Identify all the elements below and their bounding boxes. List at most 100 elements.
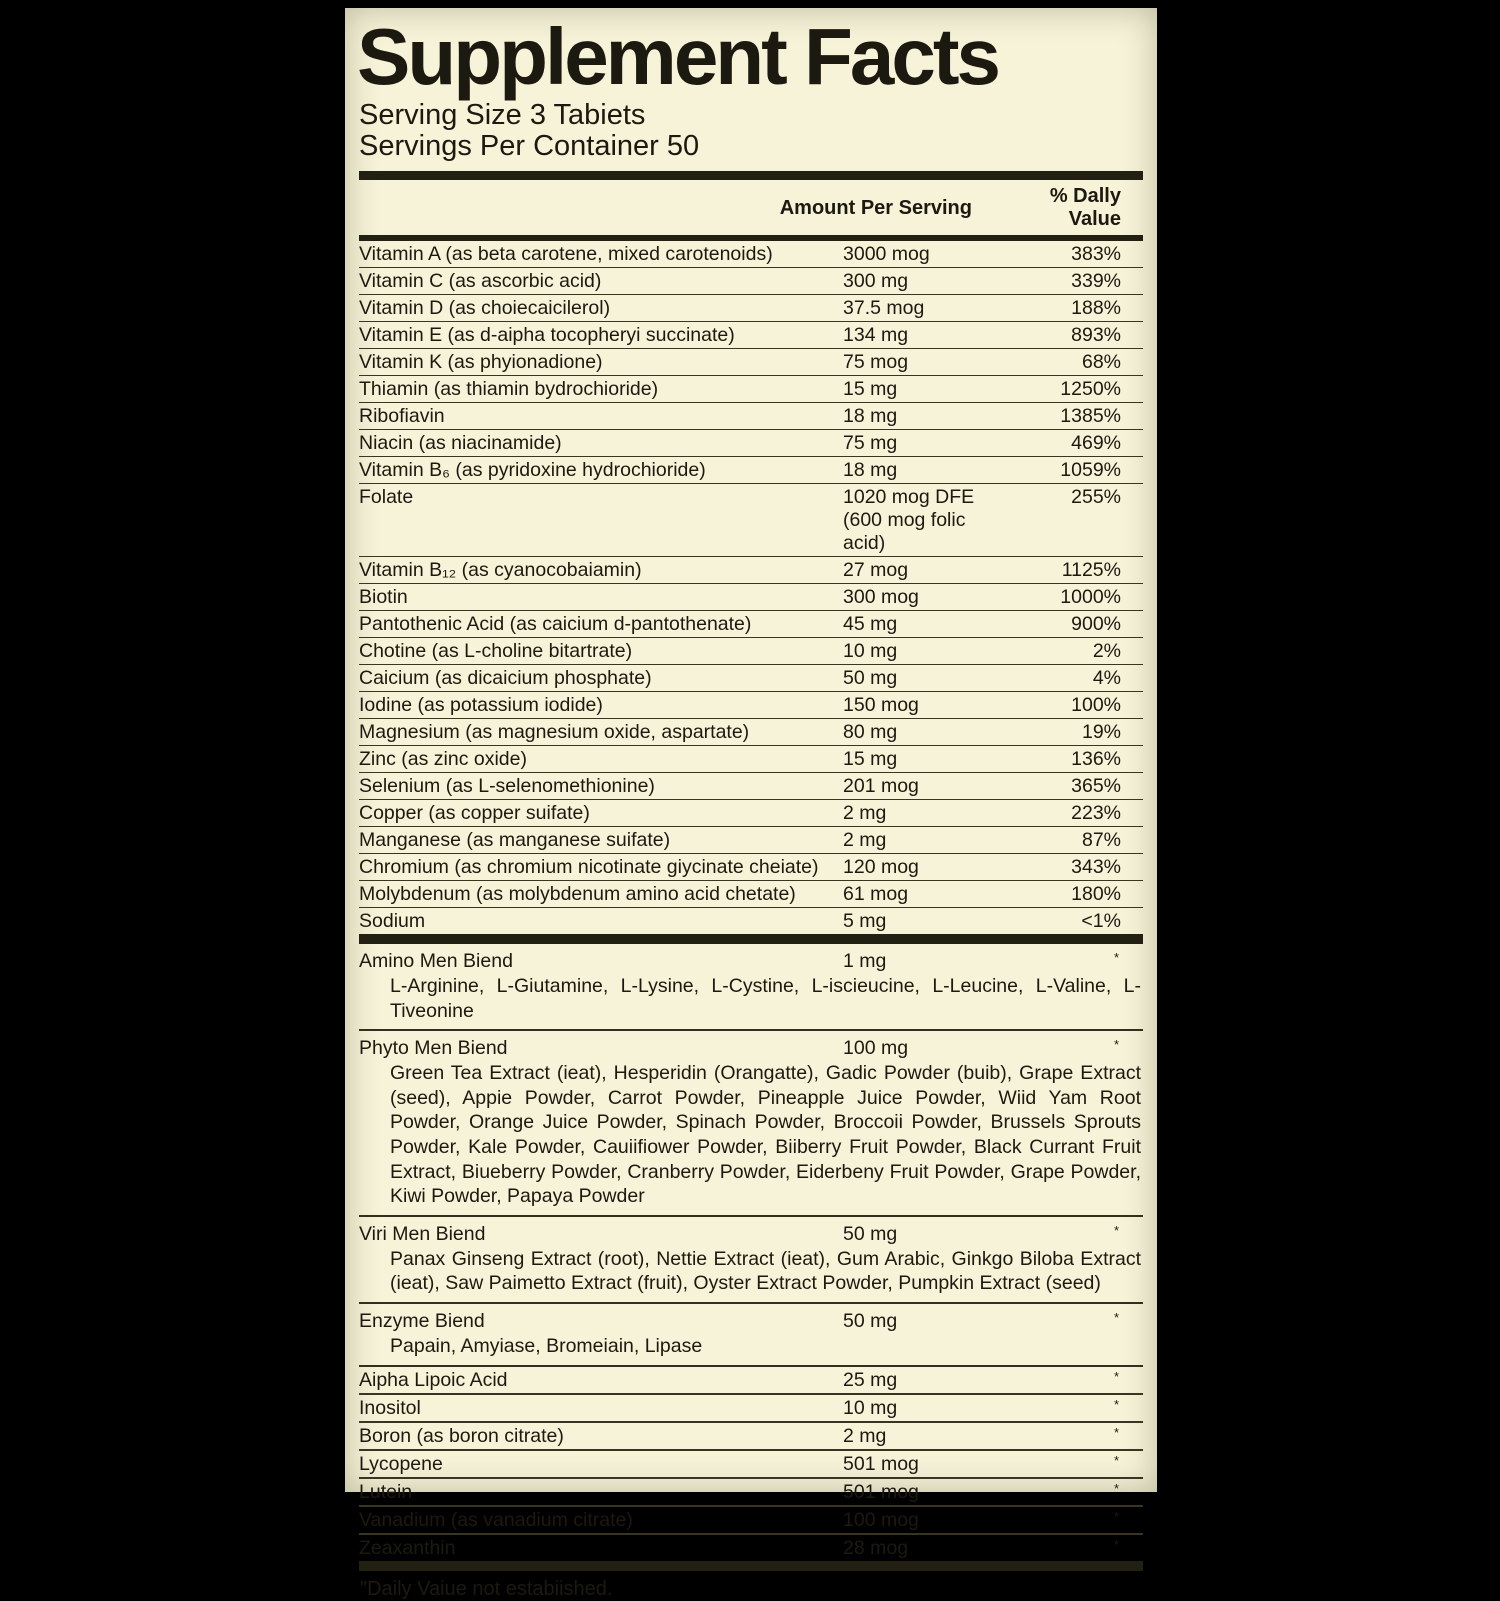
nutrient-name: Caicium (as dicaicium phosphate) — [359, 667, 652, 689]
nutrient-row: Manganese (as manganese suifate) 2 mg 87% — [359, 827, 1143, 854]
daily-value-asterisk: * — [1113, 1368, 1119, 1384]
nutrient-name: Pantothenic Acid (as caicium d-pantothen… — [359, 613, 752, 635]
nutrient-row: Vitamin A (as beta carotene, mixed carot… — [359, 241, 1143, 268]
panel-title: Supplement Facts — [357, 12, 1001, 101]
nutrient-amount: 2 mg — [843, 829, 887, 851]
nutrient-row: Molybdenum (as molybdenum amino acid che… — [359, 881, 1143, 908]
nutrient-amount: 5 mg — [843, 910, 887, 932]
nutrient-row: Magnesium (as magnesium oxide, aspartate… — [359, 719, 1143, 746]
daily-value-asterisk: * — [1113, 1536, 1119, 1552]
nutrient-name: Enzyme Biend — [359, 1309, 485, 1332]
nutrient-row: Ribofiavin 18 mg 1385% — [359, 403, 1143, 430]
nutrient-name: Biotin — [359, 586, 408, 608]
nutrient-row: Boron (as boron citrate) 2 mg * — [359, 1423, 1143, 1451]
daily-value-footnote: "Daily Vaiue not estabiished. — [360, 1577, 613, 1600]
nutrient-daily-value: 1000% — [1060, 586, 1121, 608]
nutrient-name: Vitamin A (as beta carotene, mixed carot… — [359, 243, 773, 265]
nutrient-amount: 100 mog — [843, 1508, 919, 1531]
nutrient-daily-value: 1385% — [1060, 405, 1121, 427]
nutrient-row: Vanadium (as vanadium citrate) 100 mog * — [359, 1507, 1143, 1535]
nutrient-name: Thiamin (as thiamin bydrochioride) — [359, 378, 659, 400]
blend-section: Phyto Men Biend 100 mg * Green Tea Extract … — [359, 1031, 1143, 1217]
nutrient-row: Caicium (as dicaicium phosphate) 50 mg 4% — [359, 665, 1143, 692]
nutrient-name: Vanadium (as vanadium citrate) — [359, 1508, 633, 1531]
nutrient-amount: 75 mg — [843, 432, 898, 454]
nutrient-name: Amino Men Biend — [359, 950, 513, 972]
nutrient-name: Boron (as boron citrate) — [359, 1424, 564, 1447]
nutrient-amount: 50 mg — [843, 1222, 898, 1245]
nutrient-name: Zeaxanthin — [359, 1536, 456, 1559]
nutrient-amount: 50 mg — [843, 667, 898, 689]
nutrient-name: Folate — [359, 486, 414, 508]
nutrient-daily-value: 469% — [1071, 432, 1121, 454]
daily-value-asterisk: * — [1113, 1480, 1119, 1496]
nutrient-amount: 18 mg — [843, 405, 898, 427]
nutrient-row: Lutein 501 mog * — [359, 1479, 1143, 1507]
nutrient-name: Niacin (as niacinamide) — [359, 432, 562, 454]
nutrient-amount: 61 mog — [843, 883, 909, 905]
nutrient-name: Iodine (as potassium iodide) — [359, 694, 603, 716]
nutrient-row: Amino Men Biend 1 mg * — [359, 947, 1143, 974]
divider-thick-bottom — [359, 1560, 1143, 1571]
daily-value-asterisk: * — [1113, 1037, 1119, 1053]
nutrient-daily-value: 1059% — [1060, 459, 1121, 481]
nutrient-daily-value: 19% — [1081, 721, 1121, 743]
nutrient-amount: 18 mg — [843, 459, 898, 481]
nutrient-amount: 45 mg — [843, 613, 898, 635]
nutrient-row: Vitamin K (as phyionadione) 75 mog 68% — [359, 349, 1143, 376]
nutrient-name: Vitamin K (as phyionadione) — [359, 351, 603, 373]
nutrient-row: Enzyme Biend 50 mg * — [359, 1307, 1143, 1334]
nutrient-name: Vitamin C (as ascorbic acid) — [359, 270, 602, 292]
nutrient-daily-value: 68% — [1081, 351, 1121, 373]
divider-thick-middle — [359, 934, 1143, 944]
nutrient-daily-value: 100% — [1071, 694, 1121, 716]
nutrient-daily-value: 4% — [1092, 667, 1121, 689]
nutrient-row: Pantothenic Acid (as caicium d-pantothen… — [359, 611, 1143, 638]
serving-size: Serving Size 3 Tabiets — [359, 99, 646, 131]
nutrient-row: Viri Men Biend 50 mg * — [359, 1220, 1143, 1247]
nutrient-daily-value: 180% — [1071, 883, 1121, 905]
nutrient-name: Aipha Lipoic Acid — [359, 1368, 508, 1391]
nutrient-amount: 10 mg — [843, 640, 898, 662]
nutrient-row: Zinc (as zinc oxide) 15 mg 136% — [359, 746, 1143, 773]
nutrient-row: Vitamin E (as d-aipha tocopheryi succina… — [359, 322, 1143, 349]
nutrient-row: Thiamin (as thiamin bydrochioride) 15 mg 1… — [359, 376, 1143, 403]
daily-value-asterisk: * — [1113, 1309, 1119, 1325]
nutrient-row: Phyto Men Biend 100 mg * — [359, 1034, 1143, 1061]
nutrient-name: Zinc (as zinc oxide) — [359, 748, 527, 770]
nutrient-row: Zeaxanthin 28 mog * — [359, 1535, 1143, 1561]
nutrient-amount: 2 mg — [843, 1424, 887, 1447]
blend-ingredients: Papain, Amyiase, Bromeiain, Lipase — [390, 1334, 703, 1357]
nutrient-name: Vitamin E (as d-aipha tocopheryi succina… — [359, 324, 735, 346]
blend-ingredients: Panax Ginseng Extract (root), Nettie Ext… — [390, 1247, 1141, 1295]
nutrient-name: Molybdenum (as molybdenum amino acid che… — [359, 883, 796, 905]
daily-value-asterisk: * — [1113, 950, 1119, 965]
nutrient-row: Vitamin D (as choiecaicilerol) 37.5 mog 18… — [359, 295, 1143, 322]
blend-ingredients: Green Tea Extract (ieat), Hesperidin (Or… — [390, 1062, 1141, 1208]
daily-value-asterisk: * — [1113, 1424, 1119, 1440]
nutrient-row: Vitamin B₆ (as pyridoxine hydrochioride)… — [359, 457, 1143, 484]
nutrient-daily-value: 1125% — [1061, 559, 1121, 581]
nutrient-name: Chotine (as L-choline bitartrate) — [359, 640, 633, 662]
nutrient-name: Vitamin D (as choiecaicilerol) — [359, 297, 611, 319]
nutrient-amount: 50 mg — [843, 1309, 898, 1332]
nutrient-row: Vitamin C (as ascorbic acid) 300 mg 339% — [359, 268, 1143, 295]
nutrient-daily-value: 87% — [1081, 829, 1121, 851]
nutrient-name: Lycopene — [359, 1452, 443, 1475]
nutrient-row: Copper (as copper suifate) 2 mg 223% — [359, 800, 1143, 827]
daily-value-asterisk: * — [1113, 1452, 1119, 1468]
nutrient-row: Inositol 10 mg * — [359, 1395, 1143, 1423]
nutrient-amount: 10 mg — [843, 1396, 898, 1419]
nutrient-amount: 2 mg — [843, 802, 887, 824]
nutrient-row: Niacin (as niacinamide) 75 mg 469% — [359, 430, 1143, 457]
nutrient-daily-value: 383% — [1071, 243, 1121, 265]
nutrient-daily-value: 136% — [1071, 748, 1121, 770]
nutrient-amount: 100 mg — [843, 1037, 909, 1060]
nutrient-daily-value: 343% — [1071, 856, 1121, 878]
nutrient-daily-value: 365% — [1071, 775, 1121, 797]
nutrient-daily-value: 188% — [1071, 297, 1121, 319]
nutrient-amount: 501 mog — [843, 1452, 919, 1475]
nutrient-name: Manganese (as manganese suifate) — [359, 829, 671, 851]
nutrient-amount: 15 mg — [843, 378, 898, 400]
nutrient-name: Copper (as copper suifate) — [359, 802, 590, 824]
